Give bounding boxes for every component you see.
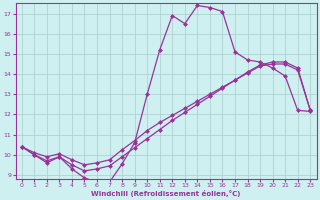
X-axis label: Windchill (Refroidissement éolien,°C): Windchill (Refroidissement éolien,°C) xyxy=(91,190,241,197)
